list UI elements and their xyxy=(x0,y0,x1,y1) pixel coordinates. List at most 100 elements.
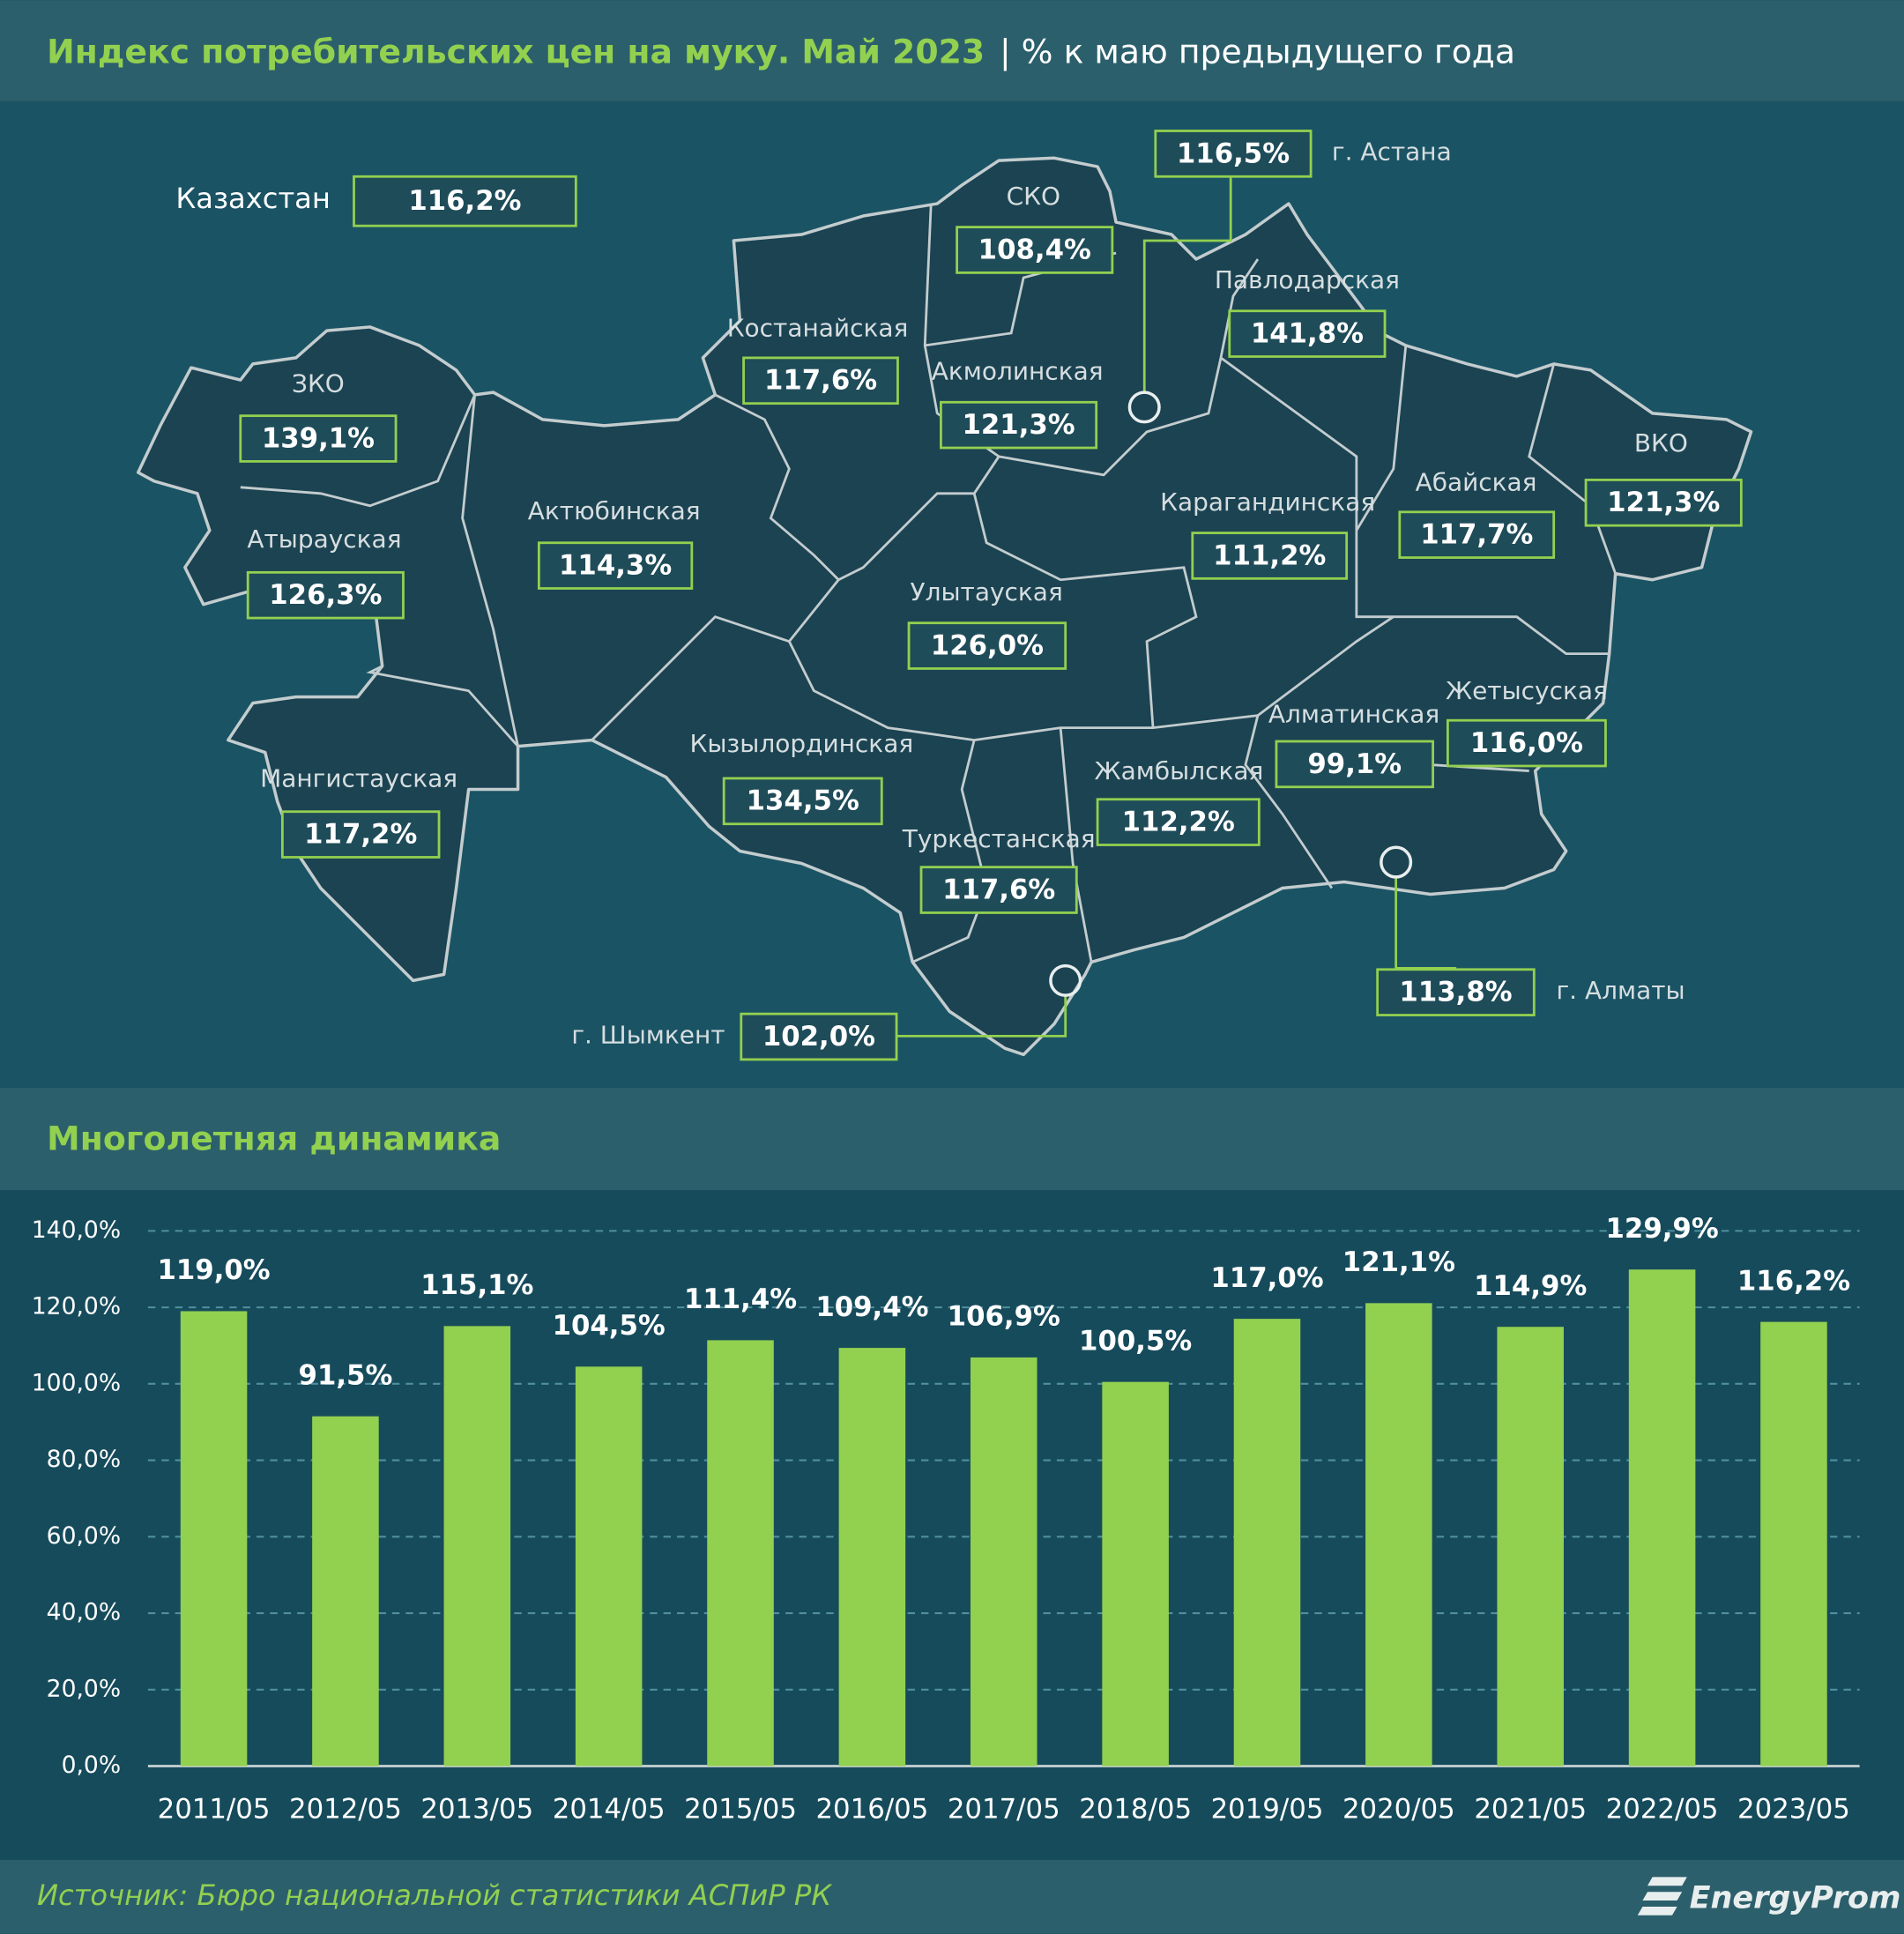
region-name: Туркестанская xyxy=(902,824,1096,853)
x-tick-label: 2017/05 xyxy=(948,1793,1060,1825)
region-value: 121,3% xyxy=(1607,487,1720,518)
region-value: 99,1% xyxy=(1307,748,1402,780)
value-label: 115,1% xyxy=(420,1269,533,1301)
value-label: 129,9% xyxy=(1606,1213,1719,1245)
region-value: 116,0% xyxy=(1470,727,1583,759)
region-name: Атырауская xyxy=(247,524,401,554)
x-tick-label: 2018/05 xyxy=(1079,1793,1192,1825)
value-box xyxy=(907,621,1067,670)
bar-chart: 0,0% 20,0% 40,0% 60,0% 80,0% 100,0% 120,0% 140,… xyxy=(32,1213,1860,1825)
bar xyxy=(1365,1303,1432,1767)
value-box xyxy=(1398,510,1556,559)
bar xyxy=(1760,1321,1827,1767)
title: Индекс потребительских цен на муку. Май … xyxy=(47,32,985,71)
logo-icon xyxy=(1637,1877,1687,1915)
region-value: 114,3% xyxy=(559,550,672,582)
value-box xyxy=(1191,532,1349,580)
region-value: 111,2% xyxy=(1213,539,1326,571)
region-name: ВКО xyxy=(1634,428,1688,457)
x-tick-label: 2020/05 xyxy=(1342,1793,1455,1825)
region-name: Казахстан xyxy=(175,182,331,215)
value-box xyxy=(1275,740,1434,789)
footer-band xyxy=(0,1859,1904,1934)
value-box xyxy=(740,1012,898,1061)
value-label: 104,5% xyxy=(553,1310,666,1342)
x-tick-label: 2023/05 xyxy=(1737,1793,1850,1825)
value-label: 116,2% xyxy=(1737,1265,1850,1297)
region-name: Кызылординская xyxy=(689,729,913,758)
y-tick-label: 60,0% xyxy=(47,1522,121,1550)
y-tick-label: 140,0% xyxy=(32,1216,121,1244)
header: Индекс потребительских цен на муку. Май … xyxy=(47,32,1515,71)
value-box xyxy=(353,175,577,227)
region-value: 126,0% xyxy=(931,629,1044,661)
region-value: 126,3% xyxy=(269,579,382,611)
value-label: 109,4% xyxy=(815,1291,928,1323)
source: Источник: Бюро национальной статистики А… xyxy=(37,1878,832,1912)
x-tick-label: 2015/05 xyxy=(684,1793,797,1825)
subheader-band xyxy=(0,1088,1904,1191)
region-name: г. Шымкент xyxy=(571,1020,725,1049)
bar xyxy=(1233,1319,1301,1767)
value-box xyxy=(537,541,694,590)
region-value: 121,3% xyxy=(962,409,1075,441)
bar xyxy=(1497,1327,1564,1767)
chart-title: Многолетняя динамика xyxy=(47,1119,501,1158)
region-value: 117,2% xyxy=(304,819,417,851)
value-box xyxy=(1228,309,1387,358)
header-band xyxy=(0,0,1904,101)
region-name: г. Астана xyxy=(1332,138,1452,167)
logo-text: EnergyProm xyxy=(1690,1881,1901,1916)
value-box xyxy=(1584,479,1743,527)
y-tick-label: 100,0% xyxy=(32,1369,121,1396)
bar xyxy=(180,1311,248,1767)
x-tick-label: 2014/05 xyxy=(553,1793,666,1825)
x-tick-label: 2021/05 xyxy=(1474,1793,1587,1825)
value-label: 119,0% xyxy=(157,1254,270,1286)
region-name: Мангистауская xyxy=(260,763,457,792)
y-tick-label: 0,0% xyxy=(62,1752,122,1779)
logo: EnergyProm xyxy=(1637,1877,1901,1916)
region-value: 112,2% xyxy=(1122,807,1235,838)
region-value: 117,6% xyxy=(942,874,1055,905)
value-box xyxy=(1446,718,1607,768)
value-box xyxy=(956,226,1114,274)
value-box xyxy=(239,414,398,463)
value-label: 117,0% xyxy=(1210,1262,1323,1294)
value-label: 106,9% xyxy=(948,1301,1060,1333)
map: Казахстан 116,2% СКО 108,4% г. Астана 116,5% П… xyxy=(136,130,1753,1061)
region-name: Улытауская xyxy=(911,577,1063,606)
subtitle: | % к маю предыдущего года xyxy=(1000,32,1515,71)
chart-area xyxy=(0,1190,1904,1860)
y-tick-label: 80,0% xyxy=(47,1446,121,1473)
region-name: Костанайская xyxy=(727,314,909,343)
region-name: Алматинская xyxy=(1268,700,1439,729)
region-name: Абайская xyxy=(1416,468,1537,497)
region-value: 116,5% xyxy=(1177,138,1290,169)
value-label: 121,1% xyxy=(1342,1246,1455,1278)
bar xyxy=(575,1366,643,1767)
value-box xyxy=(940,400,1098,450)
bar xyxy=(970,1357,1038,1767)
region-name: Карагандинская xyxy=(1160,487,1375,517)
bar xyxy=(443,1326,511,1767)
value-box xyxy=(919,866,1078,914)
region-value: 139,1% xyxy=(262,422,375,454)
bar xyxy=(707,1340,774,1767)
region-name: г. Алматы xyxy=(1556,976,1685,1005)
region-name: СКО xyxy=(1007,182,1060,211)
x-tick-label: 2019/05 xyxy=(1211,1793,1324,1825)
region-name: Жамбылская xyxy=(1095,756,1264,785)
x-tick-label: 2016/05 xyxy=(815,1793,928,1825)
region-name: ЗКО xyxy=(292,369,345,398)
region-value: 116,2% xyxy=(408,185,521,217)
value-box xyxy=(722,777,883,826)
bar xyxy=(838,1348,906,1767)
value-label: 100,5% xyxy=(1079,1325,1192,1357)
x-tick-label: 2012/05 xyxy=(289,1793,402,1825)
x-tick-label: 2022/05 xyxy=(1606,1793,1719,1825)
region-name: Акмолинская xyxy=(932,357,1104,386)
bar xyxy=(1102,1381,1169,1767)
y-tick-label: 40,0% xyxy=(47,1599,121,1626)
